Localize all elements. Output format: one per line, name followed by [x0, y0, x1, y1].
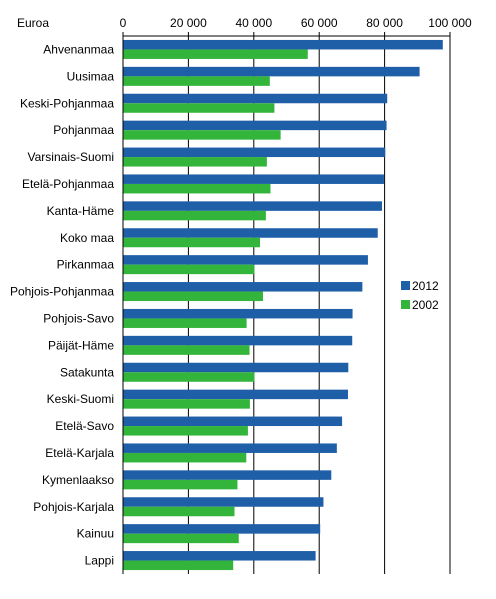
bar-2002 [123, 291, 263, 302]
bar-2012 [123, 174, 384, 184]
bar-2002 [123, 506, 235, 517]
bar-2012 [123, 497, 324, 507]
x-tick-label: 40 000 [235, 16, 272, 30]
bar-2002 [123, 533, 239, 544]
unit-label: Euroa [17, 16, 49, 30]
bar-2012 [123, 39, 443, 50]
bars [123, 39, 443, 571]
category-label: Varsinais-Suomi [28, 150, 114, 164]
bar-2012 [123, 524, 321, 534]
category-label: Keski-Pohjanmaa [20, 96, 114, 110]
bar-2002 [123, 210, 266, 221]
bar-2002 [123, 183, 271, 194]
bar-2002 [123, 103, 275, 113]
category-label: Pohjois-Karjala [33, 500, 114, 514]
category-label: Etelä-Savo [55, 419, 114, 433]
bar-2002 [123, 426, 248, 436]
category-label: Pohjanmaa [53, 123, 114, 137]
legend-swatch [401, 281, 410, 290]
bar-2012 [123, 201, 382, 211]
legend-label: 2012 [412, 279, 439, 293]
bar-2002 [123, 479, 238, 490]
bar-2002 [123, 452, 247, 463]
bar-2002 [123, 49, 308, 59]
bar-2012 [123, 443, 337, 453]
bar-2012 [123, 335, 353, 346]
category-label: Pohjois-Savo [43, 311, 114, 325]
x-tick-label: 20 000 [170, 16, 207, 30]
bar-2012 [123, 228, 378, 238]
bar-2002 [123, 560, 234, 571]
bar-2002 [123, 157, 267, 167]
bar-2002 [123, 130, 281, 140]
category-label: Pohjois-Pohjanmaa [10, 285, 114, 299]
category-labels: Ahvenanmaa Uusimaa Keski-Pohjanmaa Pohjanma… [10, 42, 114, 567]
x-tick-label: 100 000 [428, 16, 472, 30]
bar-2002 [123, 372, 255, 382]
bar-2002 [123, 237, 261, 248]
bar-2002 [123, 399, 250, 409]
x-tick-label: 80 000 [366, 16, 403, 30]
category-label: Päijät-Häme [48, 338, 114, 352]
category-label: Koko maa [60, 231, 114, 245]
bar-2002 [123, 76, 270, 86]
bar-2012 [123, 66, 420, 77]
x-tick-label: 60 000 [301, 16, 338, 30]
category-label: Pirkanmaa [57, 258, 115, 272]
category-label: Etelä-Pohjanmaa [22, 177, 114, 191]
bar-2012 [123, 362, 349, 373]
category-label: Ahvenanmaa [43, 42, 114, 56]
legend-label: 2002 [412, 298, 439, 312]
legend-swatch [401, 300, 410, 309]
x-tick-labels: 0 20 000 40 000 60 000 80 000 100 000 [120, 16, 472, 30]
bar-2012 [123, 282, 363, 292]
category-label: Lappi [85, 554, 114, 568]
bar-2012 [123, 470, 332, 480]
axes [122, 32, 451, 574]
gridlines [187, 36, 451, 574]
bar-2012 [123, 551, 316, 561]
bar-2012 [123, 416, 343, 427]
bar-2002 [123, 318, 247, 328]
legend: 2012 2002 [401, 279, 439, 312]
category-label: Uusimaa [67, 69, 115, 83]
category-label: Satakunta [60, 365, 114, 379]
bar-2012 [123, 255, 368, 265]
category-label: Keski-Suomi [47, 392, 114, 406]
bar-2002 [123, 264, 255, 275]
category-label: Kainuu [77, 527, 114, 541]
bar-2012 [123, 93, 388, 104]
category-label: Kymenlaakso [42, 473, 114, 487]
category-label: Kanta-Häme [47, 204, 115, 218]
x-tick-label: 0 [120, 16, 127, 30]
category-label: Etelä-Karjala [45, 446, 114, 460]
bar-2012 [123, 389, 348, 400]
bar-2012 [123, 120, 387, 131]
bar-2002 [123, 345, 250, 355]
bar-2012 [123, 147, 386, 158]
bar-2012 [123, 308, 353, 319]
